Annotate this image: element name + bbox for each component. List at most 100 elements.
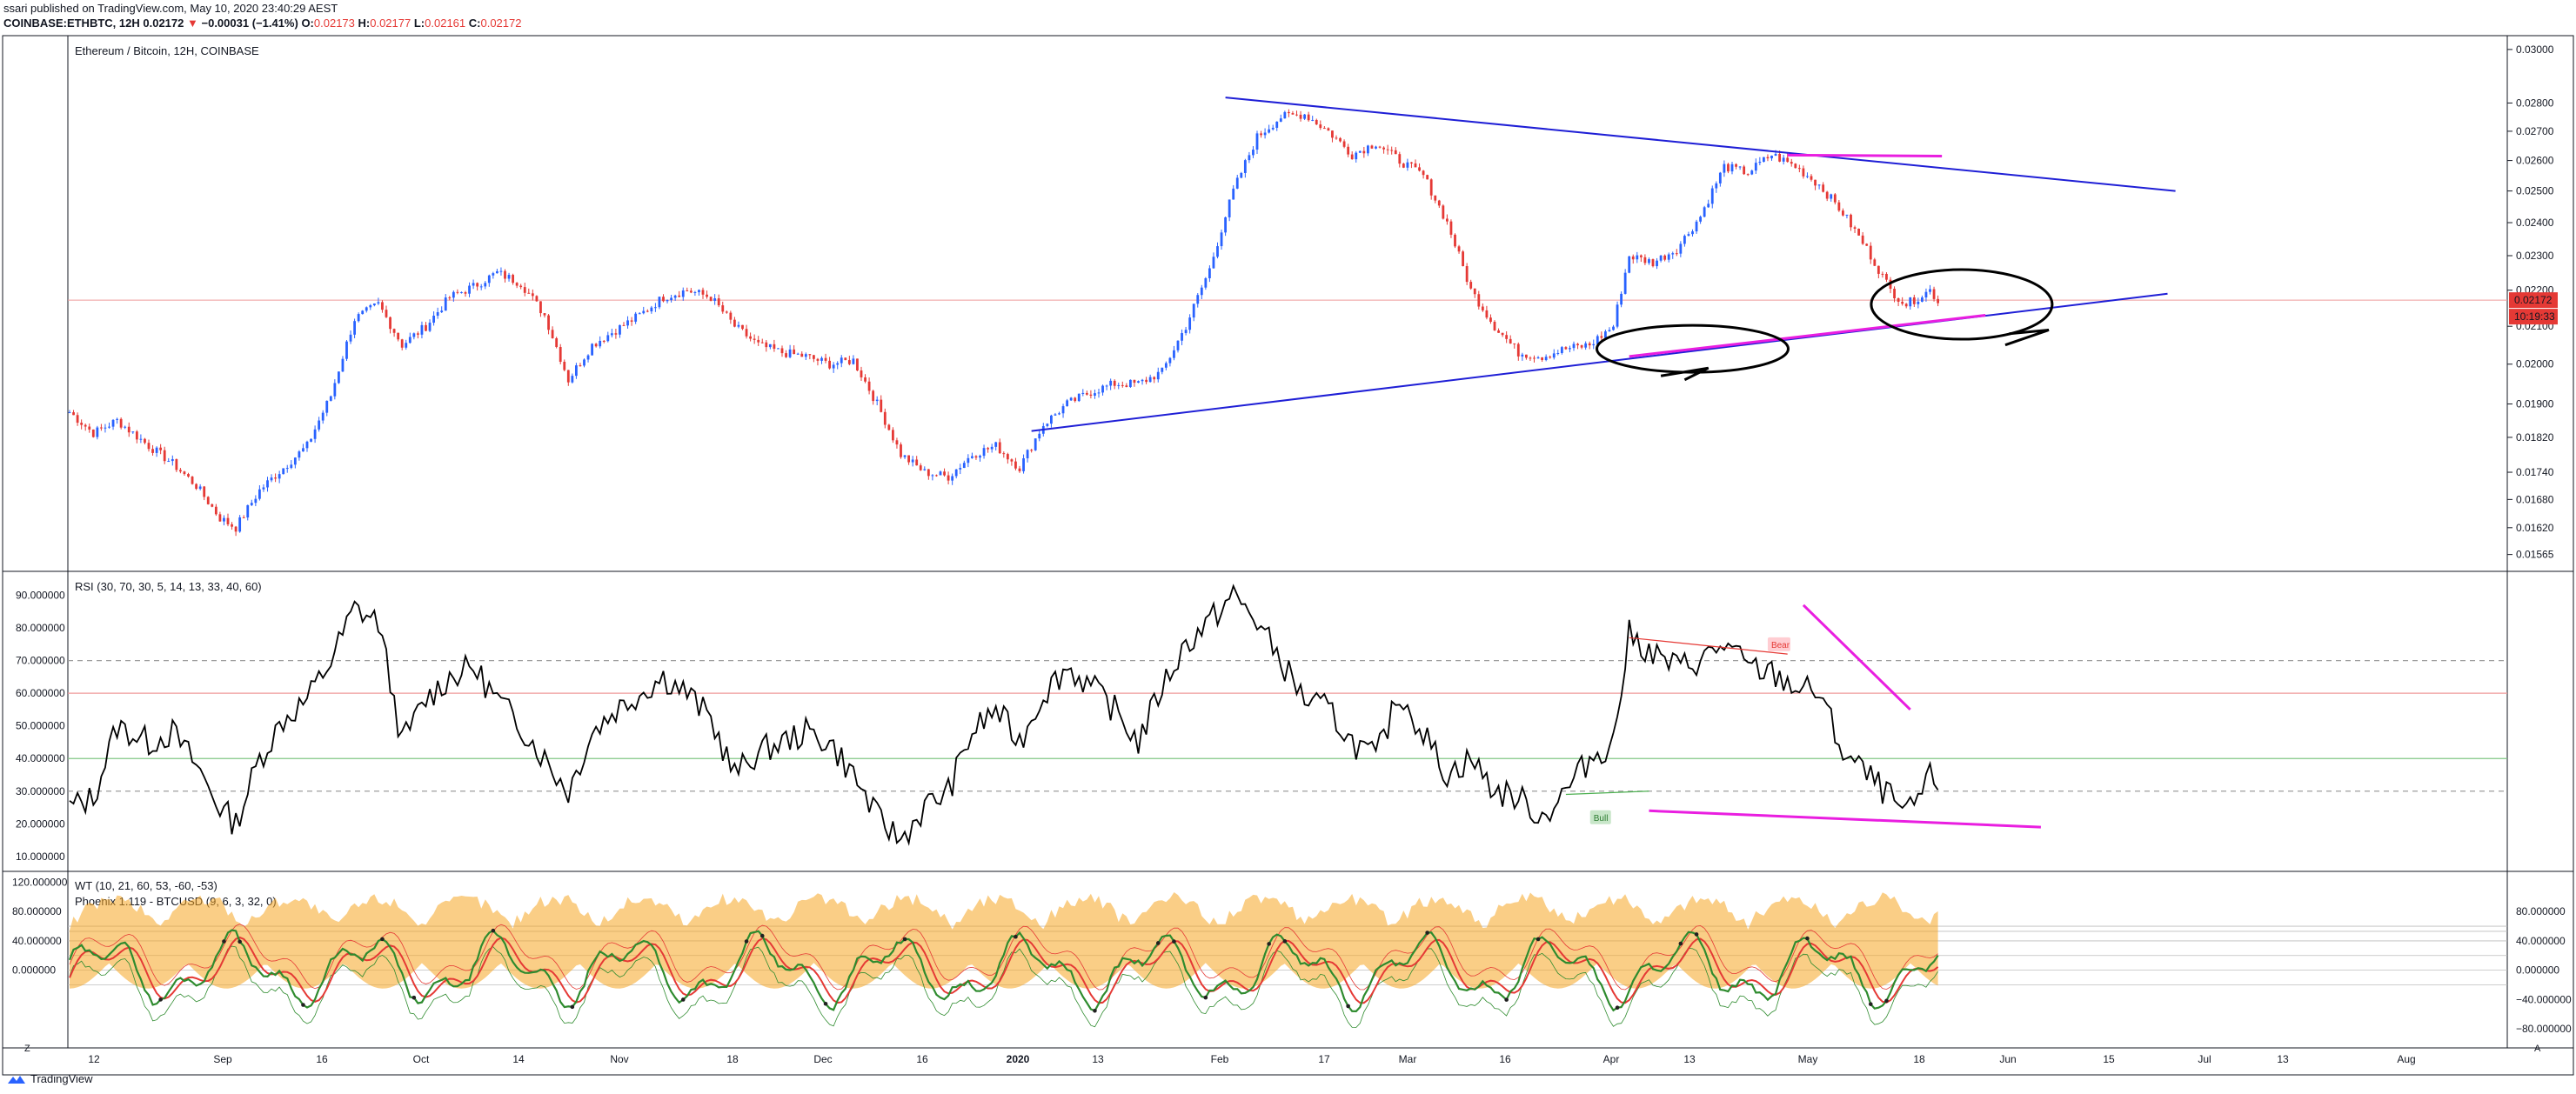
candle-body	[1917, 301, 1920, 304]
wt-dot	[1805, 936, 1810, 941]
candle-body	[116, 418, 118, 420]
candle-body	[745, 329, 748, 337]
wt-orange-band	[70, 892, 1938, 989]
candle-body	[828, 360, 831, 369]
candle-body	[903, 455, 907, 457]
candle-body	[1315, 119, 1318, 125]
candle-body	[234, 526, 238, 532]
candle-body	[1710, 188, 1714, 204]
last-price: 0.02172	[143, 17, 184, 30]
candle-body	[361, 310, 365, 315]
candle-body	[1429, 179, 1433, 196]
candle-body	[768, 344, 772, 348]
wt-right-tick-label: −80.000000	[2516, 1023, 2572, 1035]
footer-left-button[interactable]: Z	[24, 1044, 30, 1054]
candle-body	[1683, 236, 1686, 244]
candle-body	[1061, 406, 1065, 414]
candle-body	[1501, 332, 1504, 336]
wt-dot	[1868, 1002, 1873, 1006]
tradingview-brand[interactable]: TradingView	[7, 1072, 93, 1085]
candle-body	[1675, 253, 1678, 255]
candle-body	[840, 357, 843, 364]
candle-body	[1322, 128, 1326, 130]
candle-body	[867, 381, 871, 391]
candle-body	[571, 376, 574, 383]
time-tick-label: Feb	[1211, 1053, 1229, 1065]
candle-body	[563, 362, 566, 370]
candle-body	[1921, 297, 1924, 302]
candle-body	[729, 312, 733, 320]
candle-body	[1817, 184, 1821, 186]
candle-body	[1434, 195, 1437, 201]
candle-body	[408, 337, 411, 344]
candle-body	[974, 456, 978, 458]
candle-body	[325, 400, 329, 413]
candle-body	[1727, 163, 1730, 172]
time-tick-label: Mar	[1399, 1053, 1417, 1065]
time-tick-label: Dec	[813, 1053, 832, 1065]
candle-body	[1188, 317, 1192, 330]
candle-body	[91, 429, 95, 437]
candle-body	[499, 270, 503, 272]
hand-circle-1	[1596, 324, 1790, 374]
candle-body	[1375, 146, 1377, 149]
candle-body	[412, 333, 416, 337]
candle-body	[1454, 234, 1456, 247]
candle-body	[397, 332, 400, 340]
candle-body	[777, 348, 779, 350]
candle-body	[1196, 295, 1200, 304]
candle-body	[971, 456, 974, 458]
candle-body	[1481, 306, 1484, 310]
candle-body	[1077, 393, 1081, 402]
candle-body	[372, 303, 376, 306]
candle-body	[417, 333, 419, 335]
candle-body	[1656, 260, 1658, 267]
candle-body	[345, 341, 348, 359]
candle-body	[1552, 353, 1556, 358]
candle-body	[706, 294, 708, 297]
wt-dot	[744, 939, 749, 944]
candle-body	[551, 330, 554, 338]
high-value: 0.02177	[370, 17, 411, 30]
candle-body	[717, 298, 720, 306]
candle-body	[211, 504, 214, 507]
candle-body	[919, 465, 922, 470]
candle-body	[231, 524, 233, 527]
candle-body	[780, 348, 784, 354]
candle-body	[693, 291, 697, 293]
candle-body	[760, 342, 764, 344]
candle-body	[1536, 357, 1540, 359]
candle-body	[606, 335, 610, 342]
candle-body	[1529, 357, 1532, 359]
candle-body	[203, 486, 206, 497]
candle-body	[223, 517, 225, 522]
candle-body	[583, 359, 585, 366]
time-tick-label: 16	[1499, 1053, 1511, 1065]
candle-body	[1569, 348, 1571, 350]
candle-body	[1929, 289, 1931, 292]
candle-body	[662, 297, 665, 302]
wt-dot	[1615, 1005, 1620, 1011]
wt-dot	[1203, 995, 1208, 1000]
candle-body	[1235, 177, 1239, 189]
candle-body	[785, 353, 787, 357]
candle-body	[1085, 392, 1088, 395]
candle-body	[543, 313, 546, 316]
candle-body	[318, 420, 321, 430]
candle-body	[880, 399, 883, 412]
open-value: 0.02173	[313, 17, 355, 30]
candle-body	[788, 349, 792, 357]
footer-right-button[interactable]: A	[2534, 1044, 2541, 1054]
candle-body	[310, 438, 312, 442]
candle-body	[1628, 256, 1631, 273]
rsi-magenta-down-line	[1802, 604, 1911, 710]
candle-body	[630, 320, 633, 322]
close-value: 0.02172	[480, 17, 522, 30]
candle-body	[773, 344, 776, 350]
candle-body	[895, 440, 899, 445]
candle-body	[1802, 168, 1805, 177]
candle-body	[887, 424, 891, 430]
candle-body	[1786, 157, 1790, 163]
candle-body	[72, 412, 75, 416]
